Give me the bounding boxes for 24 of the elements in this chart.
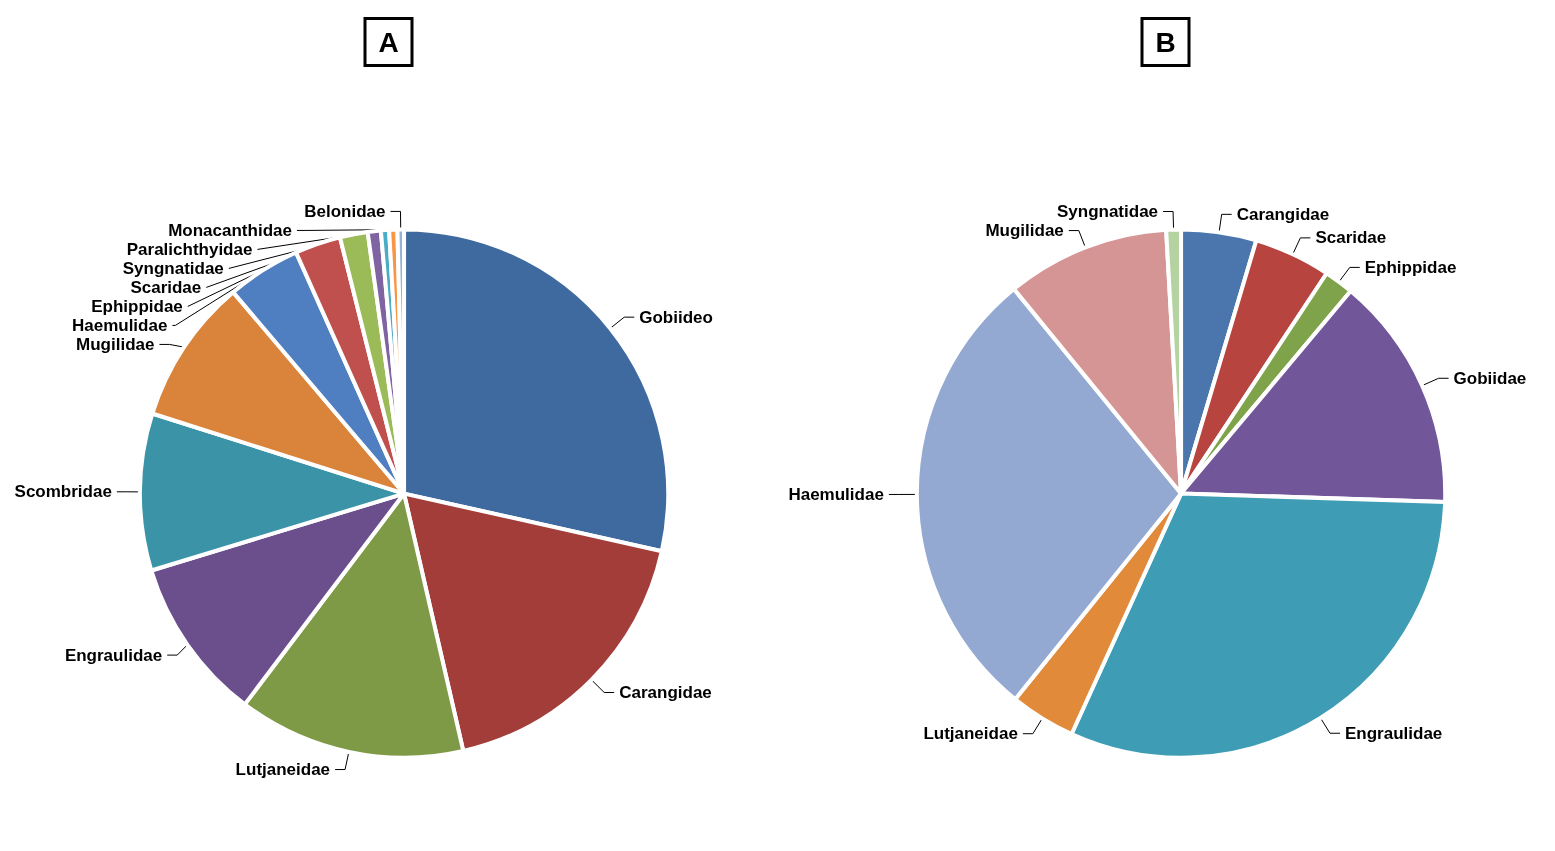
slice-label: Engraulidae: [1344, 723, 1443, 743]
slice-label: Engraulidae: [64, 645, 163, 665]
slice-label: Monacanthidae: [168, 220, 292, 240]
slice-label: Ephippidae: [1364, 257, 1457, 277]
slice-label: Scombridae: [14, 482, 112, 502]
chart-title: A: [378, 26, 399, 58]
slice-label: Lutjaneidae: [923, 724, 1018, 744]
slice-label: Lutjaneidae: [235, 760, 331, 780]
slice-label: Paralichthyidae: [126, 239, 253, 259]
slice-label: Scaridae: [130, 277, 202, 297]
slice-label: Haemulidae: [788, 484, 884, 504]
slice-label: Syngnatidae: [1056, 202, 1159, 222]
slice-label: Mugilidae: [985, 221, 1064, 241]
slice-label: Gobiideo: [639, 307, 713, 327]
chart-title: B: [1155, 26, 1176, 58]
slice-label: Mugilidae: [76, 334, 155, 354]
slice-label: Scaridae: [1315, 228, 1387, 248]
slice-label: Ephippidae: [91, 296, 183, 316]
slice-label: Belonidae: [304, 201, 386, 221]
slice-label: Carangidae: [1236, 204, 1330, 224]
slice-label: Carangidae: [619, 682, 712, 702]
slice-label: Haemulidae: [71, 315, 168, 335]
slice-label: Gobiidae: [1453, 368, 1527, 388]
slice-label: Syngnatidae: [122, 258, 224, 278]
